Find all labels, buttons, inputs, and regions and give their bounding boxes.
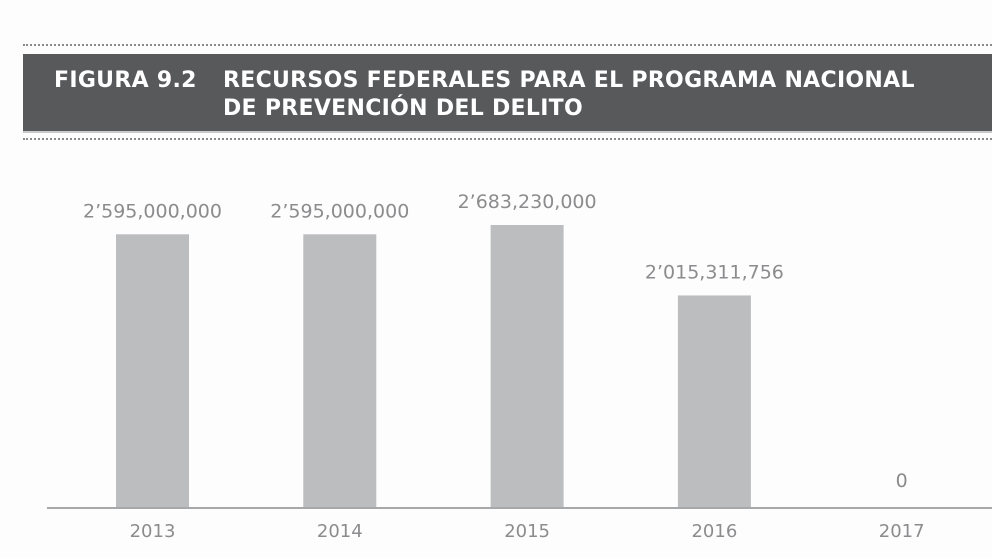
value-label-2015: 2’683,230,000 [458,191,597,213]
top-dotted-rule [23,44,992,46]
category-label-2013: 2013 [130,521,176,542]
category-label-2015: 2015 [504,521,550,542]
category-labels-group: 2013 2014 2015 2016 2017 [130,521,925,542]
bars-group [116,225,751,508]
bar-2013 [116,234,189,508]
figure-number: FIGURA 9.2 [54,68,197,93]
value-label-2016: 2’015,311,756 [645,261,784,283]
category-label-2016: 2016 [691,521,737,542]
value-labels-group: 2’595,000,000 2’595,000,000 2’683,230,000 2… [83,191,908,492]
bottom-dotted-rule [23,138,992,140]
category-label-2014: 2014 [317,521,363,542]
bar-2014 [303,234,377,508]
figure-title-line-1: RECURSOS FEDERALES PARA EL PROGRAMA NACI… [223,68,915,93]
value-label-2017: 0 [896,470,908,492]
figure-header: FIGURA 9.2 RECURSOS FEDERALES PARA EL PR… [23,54,992,133]
value-label-2014: 2’595,000,000 [270,200,409,222]
figure-title: RECURSOS FEDERALES PARA EL PROGRAMA NACI… [223,67,983,123]
bar-2016 [677,295,751,508]
value-label-2013: 2’595,000,000 [83,200,222,222]
bar-2015 [490,225,564,508]
figure-title-line-2: DE PREVENCIÓN DEL DELITO [223,96,583,121]
category-label-2017: 2017 [879,521,925,542]
